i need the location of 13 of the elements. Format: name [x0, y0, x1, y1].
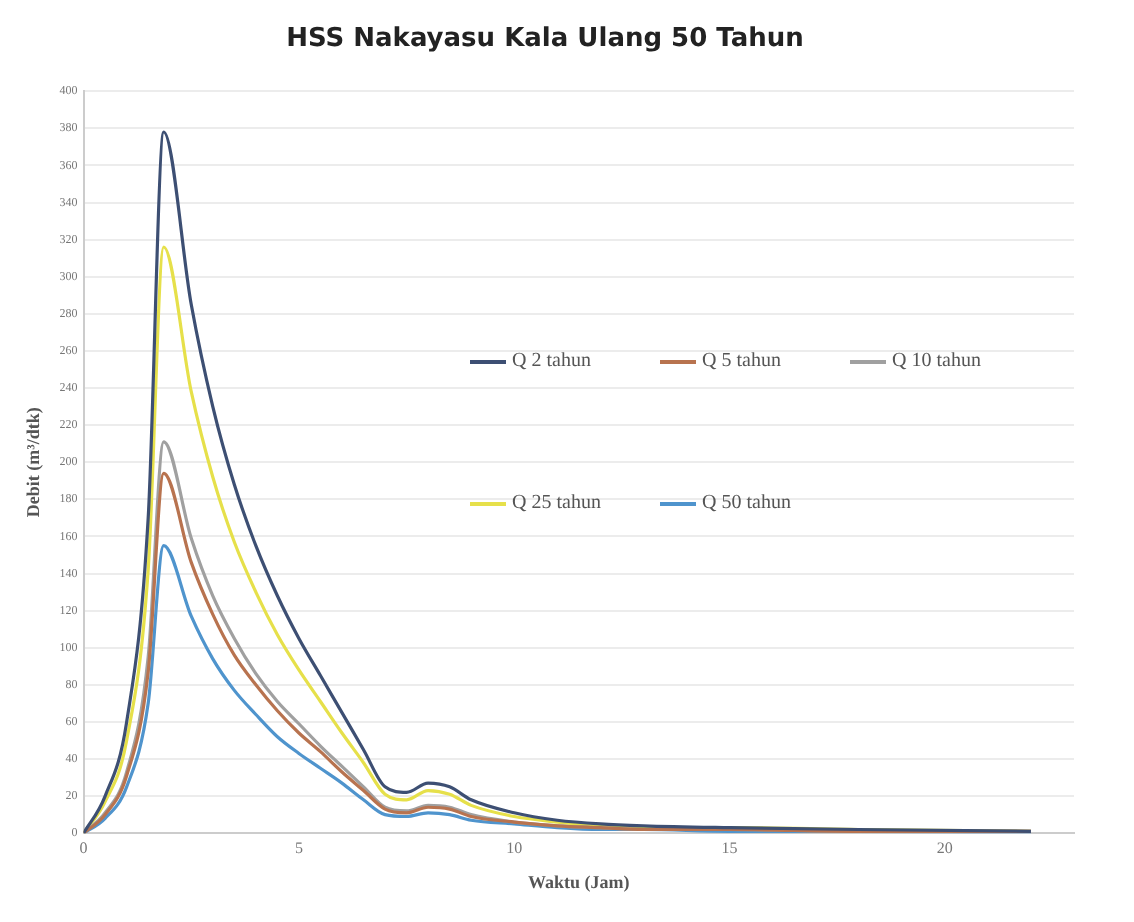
- legend-label: Q 50 tahun: [702, 492, 791, 514]
- x-tick-label: 15: [721, 838, 738, 857]
- y-axis-title: Debit (m³/dtk): [23, 407, 44, 518]
- line-series: [83, 130, 1033, 834]
- legend-label: Q 5 tahun: [702, 350, 781, 372]
- chart-title: HSS Nakayasu Kala Ulang 50 Tahun: [286, 24, 804, 55]
- legend-label: Q 25 tahun: [512, 492, 601, 514]
- x-tick-label: 5: [294, 838, 303, 857]
- legend-label: Q 2 tahun: [512, 350, 591, 372]
- x-tick-label: 20: [936, 838, 953, 857]
- legend-label: Q 10 tahun: [892, 350, 981, 372]
- x-tick-label: 10: [506, 838, 523, 857]
- x-axis-title: Waktu (Jam): [528, 871, 630, 892]
